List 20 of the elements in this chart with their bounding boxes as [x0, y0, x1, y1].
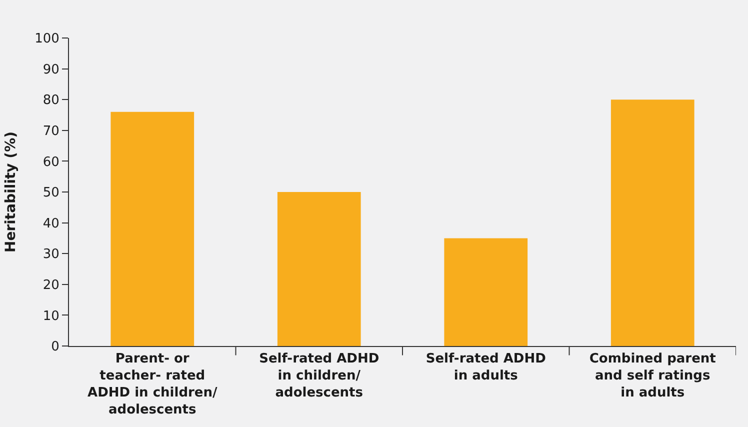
y-tick-label: 20 [42, 278, 60, 293]
x-tick-label: Self-rated ADHD in children/ adolescents [259, 352, 380, 400]
y-tick-label: 70 [42, 124, 60, 139]
y-tick-label: 60 [42, 154, 60, 170]
y-tick-label: 0 [51, 340, 60, 355]
y-tick-label: 30 [42, 247, 60, 262]
bar [610, 100, 694, 346]
bar [277, 192, 361, 346]
y-tick-label: 10 [42, 308, 60, 324]
y-axis-title: Heritability (%) [3, 132, 20, 252]
x-tick-label: Self-rated ADHD in adults [426, 352, 546, 384]
y-tick-label: 90 [42, 62, 60, 78]
y-tick-label: 50 [42, 186, 60, 201]
y-tick-label: 100 [34, 32, 60, 47]
bar [110, 112, 194, 346]
y-tick-label: 80 [42, 93, 60, 108]
x-tick-label: Combined parent and self ratings in adults [589, 352, 716, 400]
x-tick-label: Parent- or teacher- rated ADHD in children/ adolescents [88, 352, 218, 418]
y-tick-label: 40 [42, 216, 60, 232]
bar [444, 238, 528, 346]
